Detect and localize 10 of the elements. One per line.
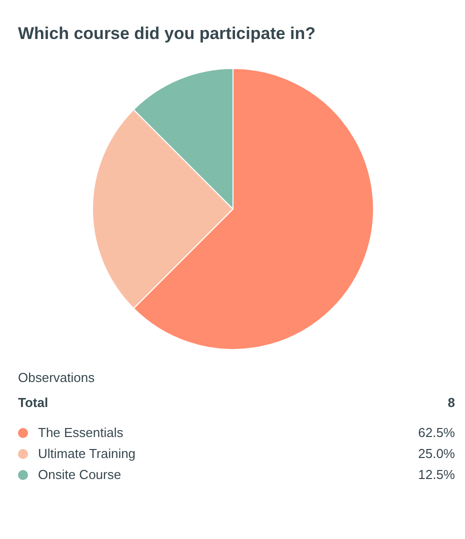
legend-label: Onsite Course — [38, 467, 122, 482]
data-label: 25.0% — [418, 446, 455, 461]
text: Total — [18, 395, 48, 410]
data-label: 62.5% — [418, 425, 455, 440]
data-label: 12.5% — [418, 467, 455, 482]
text: 8 — [448, 395, 455, 410]
legend-label: Ultimate Training — [38, 446, 136, 461]
chart-title: Which course did you participate in? — [17, 23, 317, 45]
text: Observations — [18, 370, 96, 385]
legend-label: The Essentials — [38, 425, 124, 440]
